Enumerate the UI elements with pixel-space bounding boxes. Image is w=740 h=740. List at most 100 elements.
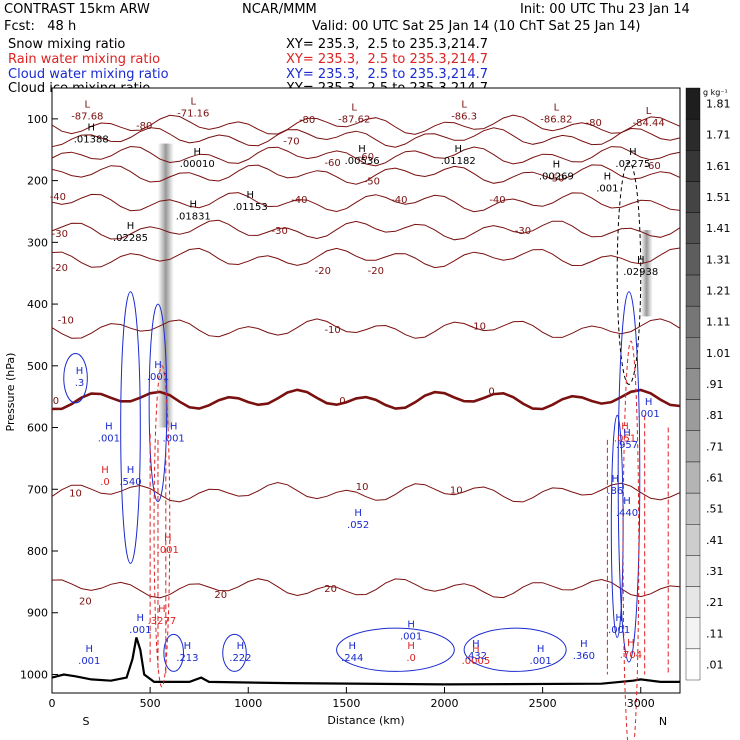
colorbar-label: .61: [706, 471, 724, 484]
isotherm--10: [51, 318, 681, 339]
contour-label: -30: [515, 226, 531, 237]
terrain-line: [51, 637, 680, 686]
y-tick-label: 1000: [20, 668, 48, 681]
high-marker: H: [170, 422, 178, 433]
x-axis-label: Distance (km): [327, 714, 404, 727]
maximum-value: .001: [163, 434, 185, 445]
colorbar-label: 1.01: [706, 347, 731, 360]
hydrometeor-contour-5: [163, 633, 184, 672]
maximum-value: .001: [147, 372, 169, 383]
colorbar-swatch: [685, 399, 701, 431]
colorbar-label: 1.61: [706, 160, 731, 173]
hydrometeor-contour-0: [63, 352, 88, 404]
colorbar-label: .91: [706, 378, 724, 391]
contour-label: -20: [368, 266, 384, 277]
maximum-value: .001: [596, 184, 618, 195]
colorbar-label: 1.81: [706, 98, 731, 111]
colorbar-swatch: [685, 492, 701, 525]
colorbar-label: .81: [706, 409, 724, 422]
isotherm--80: [51, 114, 681, 135]
colorbar-label: 1.71: [706, 129, 731, 142]
maximum-value: .957: [616, 440, 638, 451]
high-marker: H: [623, 428, 631, 439]
colorbar-swatch: [685, 337, 701, 369]
x-tick-label: 2500: [529, 697, 557, 710]
field-rain-name: Rain water mixing ratio: [8, 52, 161, 67]
contour-label: -40: [391, 195, 407, 206]
colorbar-label: .01: [706, 658, 724, 671]
low-value: -87.68: [71, 112, 103, 123]
colorbar-label: .71: [706, 440, 724, 453]
y-tick-label: 200: [27, 175, 48, 188]
snow-shading-layer: [157, 143, 653, 428]
contour-label: -50: [364, 177, 380, 188]
y-tick-label: 900: [27, 607, 48, 620]
low-marker: L: [351, 103, 357, 114]
contour-label: -60: [358, 152, 374, 163]
hydrometeor-contour-1: [120, 291, 141, 564]
colorbar-swatch: [685, 461, 701, 494]
maximum-value: .052: [347, 520, 369, 531]
x-tick-label: 1500: [332, 697, 360, 710]
high-marker: H: [537, 644, 545, 655]
high-marker: H: [246, 190, 254, 201]
high-marker: H: [358, 144, 366, 155]
high-marker: H: [105, 422, 113, 433]
axes-layer: 0 500 1000 1500 2000 2500 30001002003004005006…: [20, 113, 655, 710]
colorbar-swatch: [685, 368, 701, 400]
terrain-layer: [51, 637, 680, 686]
low-value: -84.44: [632, 118, 664, 129]
low-marker: L: [646, 106, 652, 117]
field-cloudwater-xy: XY= 235.3, 2.5 to 235.3,214.7: [286, 67, 489, 82]
org-label: NCAR/MMM: [242, 2, 317, 17]
low-value: -86.82: [540, 115, 572, 126]
snow-plume-1: [640, 229, 653, 317]
hydrometeor-contour-7: [336, 627, 455, 672]
high-marker: H: [127, 465, 135, 476]
contour-label: -60: [324, 158, 340, 169]
maximum-value: .001: [78, 656, 100, 667]
colorbar-label: .41: [706, 534, 724, 547]
y-tick-label: 100: [27, 113, 48, 126]
maximum-value: .001: [400, 631, 422, 642]
contour-label: -30: [271, 226, 287, 237]
hydrometeor-contour-10: [622, 340, 640, 740]
maximum-value: .704: [620, 650, 642, 661]
high-marker: H: [158, 604, 166, 615]
contour-label: -80: [585, 118, 601, 129]
hydrometeor-contour-3: [617, 291, 641, 663]
high-marker: H: [645, 397, 653, 408]
field-cloudwater-name: Cloud water mixing ratio: [8, 67, 169, 82]
contour-label: 10: [356, 482, 369, 493]
valid-time: Valid: 00 UTC Sat 25 Jan 14 (10 ChT Sat …: [312, 19, 641, 34]
temperature-contours: [51, 114, 681, 599]
contour-label: 10: [450, 485, 463, 496]
isotherm--60: [51, 145, 681, 167]
maximum-value: .001: [608, 625, 630, 636]
maximum-value: .00269: [539, 171, 574, 182]
contour-label: -40: [291, 195, 307, 206]
low-value: -86.3: [451, 112, 477, 123]
high-marker: H: [637, 255, 645, 266]
colorbar-swatch: [685, 648, 701, 681]
high-marker: H: [623, 496, 631, 507]
isotherm--30: [51, 219, 681, 241]
y-tick-label: 600: [27, 422, 48, 435]
maximum-value: .01388: [74, 134, 109, 145]
maximum-value: .360: [573, 651, 595, 662]
high-marker: H: [354, 508, 362, 519]
isotherm--50: [51, 164, 681, 185]
maximum-value: .051: [614, 434, 636, 445]
maximum-value: .540: [119, 477, 141, 488]
low-marker: L: [461, 100, 467, 111]
high-marker: H: [154, 360, 162, 371]
contour-label: -50: [548, 174, 564, 185]
colorbar-swatch: [685, 586, 701, 618]
high-marker: H: [553, 159, 561, 170]
colorbar-swatch: [685, 555, 701, 587]
high-marker: H: [127, 221, 135, 232]
maximum-value: .001: [530, 656, 552, 667]
high-marker: H: [621, 422, 629, 433]
colorbar-swatch: [685, 150, 701, 182]
hydrometeor-contour-4: [610, 414, 624, 638]
